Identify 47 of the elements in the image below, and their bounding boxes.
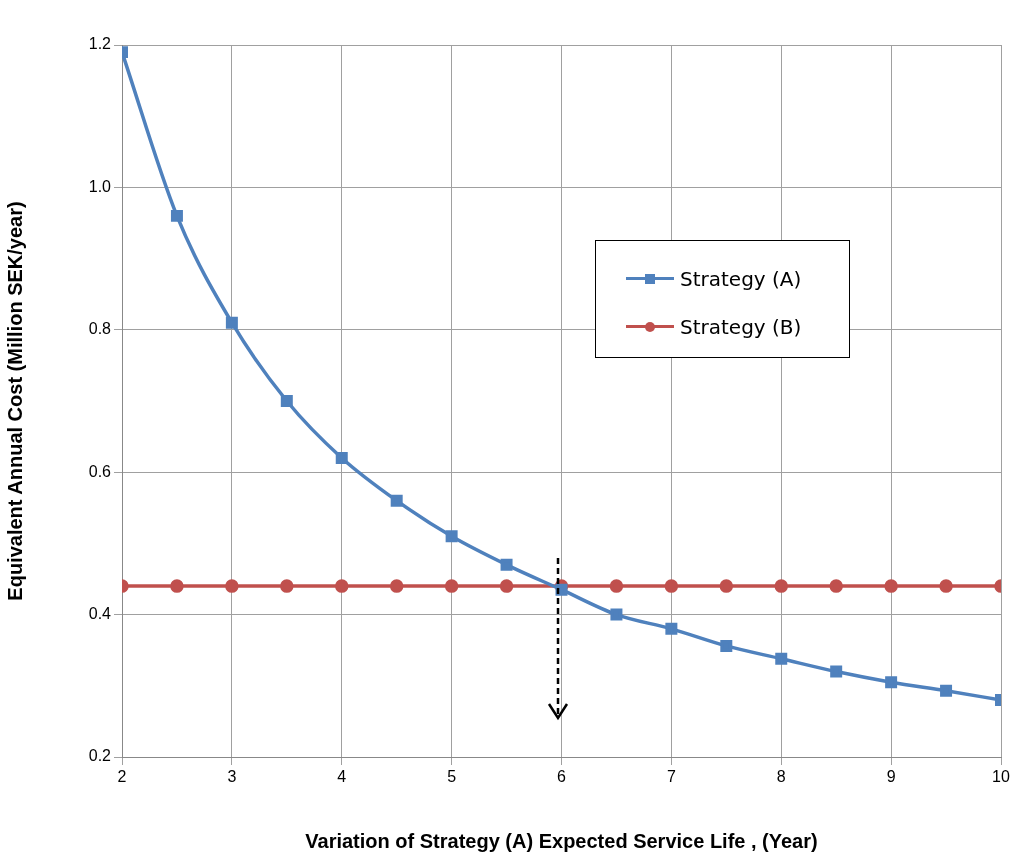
x-tick-label: 6 <box>557 768 567 786</box>
legend-label: Strategy (A) <box>680 267 802 291</box>
y-tick-label: 1.0 <box>88 177 112 195</box>
point <box>940 684 953 697</box>
point <box>280 395 293 407</box>
point <box>335 579 349 593</box>
x-axis-title: Variation of Strategy (A) Expected Service Life , (Year) <box>305 829 818 852</box>
point <box>280 579 294 593</box>
point <box>225 579 239 593</box>
point <box>719 579 734 593</box>
y-tick-label: 0.6 <box>88 462 112 480</box>
point <box>830 665 843 678</box>
point <box>499 579 514 593</box>
y-tick-label: 0.2 <box>88 747 112 765</box>
x-tick-label: 4 <box>337 768 347 786</box>
point <box>389 579 404 593</box>
point <box>939 579 953 593</box>
point <box>664 579 679 593</box>
legend-label: Strategy (B) <box>680 315 802 339</box>
x-tick-label: 7 <box>666 768 676 786</box>
point <box>829 579 843 593</box>
point <box>610 608 623 621</box>
point <box>335 451 348 464</box>
y-tick-label: 0.8 <box>88 320 112 338</box>
point <box>170 579 184 593</box>
point <box>444 579 459 593</box>
point <box>225 316 238 329</box>
point <box>500 558 513 571</box>
point <box>720 639 733 652</box>
point <box>885 676 898 689</box>
x-tick-label: 10 <box>992 768 1010 786</box>
x-tick-label: 3 <box>227 768 237 786</box>
point <box>884 579 898 593</box>
point <box>609 579 624 593</box>
point <box>774 579 788 593</box>
point <box>390 494 403 507</box>
x-tick-label: 8 <box>776 768 786 786</box>
point <box>445 530 458 543</box>
x-tick-label: 2 <box>117 768 127 786</box>
x-tick-label: 9 <box>886 768 896 786</box>
point <box>775 652 788 665</box>
y-tick-label: 1.2 <box>88 35 112 53</box>
point <box>665 622 678 635</box>
x-tick-label: 5 <box>447 768 457 786</box>
y-tick-label: 0.4 <box>88 605 112 623</box>
y-axis-title: Equivalent Annual Cost (Million SEK/year) <box>3 201 26 601</box>
point <box>170 209 183 222</box>
